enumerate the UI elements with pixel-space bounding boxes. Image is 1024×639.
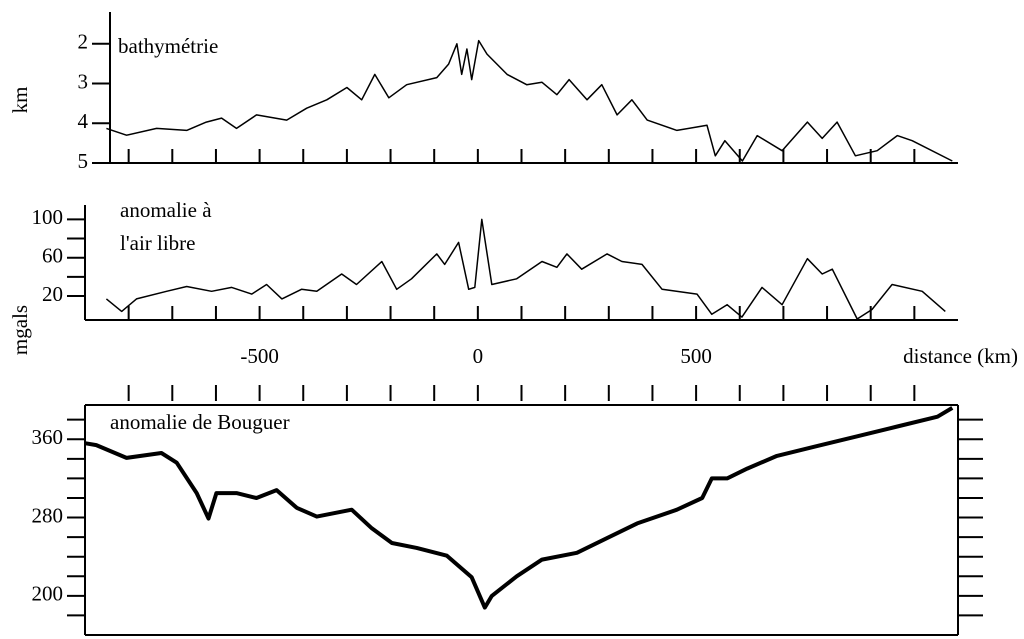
y-tick-label: 200 xyxy=(32,582,64,606)
y-tick-label: 4 xyxy=(78,109,89,133)
x-tick-label: -500 xyxy=(240,344,279,368)
y-tick-label: 360 xyxy=(32,425,64,449)
y-tick-label: 3 xyxy=(78,69,89,93)
y-tick-label: 280 xyxy=(32,503,64,527)
data-line xyxy=(84,406,954,610)
y-tick-label: 60 xyxy=(42,244,63,268)
y-tick-label: 20 xyxy=(42,282,63,306)
chart-title: anomalie de Bouguer xyxy=(110,410,290,434)
chart-title: anomalie à xyxy=(120,198,212,222)
x-tick-label: 0 xyxy=(473,344,484,368)
x-tick-label: 500 xyxy=(680,344,712,368)
chart-title: l'air libre xyxy=(120,231,196,255)
y-axis-label: mgals xyxy=(8,305,32,355)
data-line xyxy=(106,39,953,162)
chart-title: bathymétrie xyxy=(118,34,218,58)
y-axis-label: km xyxy=(8,87,32,114)
y-tick-label: 100 xyxy=(32,205,64,229)
y-tick-label: 2 xyxy=(78,30,89,54)
x-axis-label: distance (km) xyxy=(903,344,1018,368)
y-tick-label: 5 xyxy=(78,149,89,173)
data-line xyxy=(105,218,946,320)
